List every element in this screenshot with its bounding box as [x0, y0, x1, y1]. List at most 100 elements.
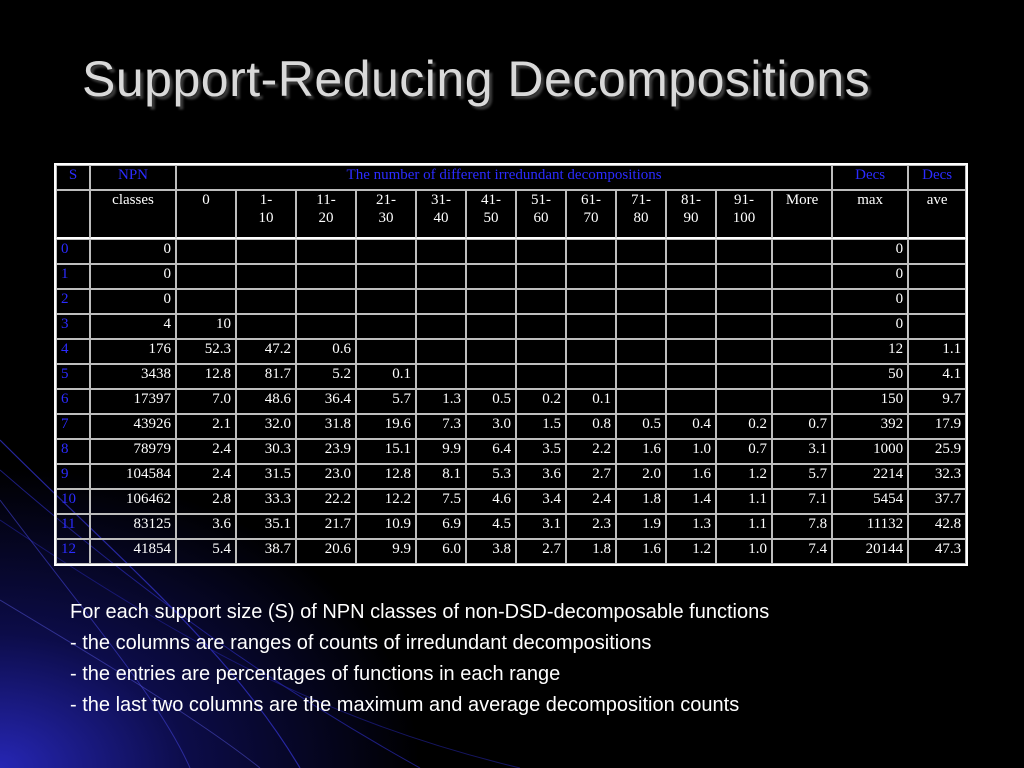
cell-npn-classes: 17397: [90, 389, 176, 414]
cell-range-percent: 1.6: [616, 539, 666, 564]
cell-range-percent: 1.9: [616, 514, 666, 539]
cell-range-percent: [416, 289, 466, 314]
table-row: 3 4 10 0: [56, 314, 967, 339]
header-range-1: 1- 10: [236, 190, 296, 239]
cell-range-percent: [666, 289, 716, 314]
cell-range-percent: 5.7: [772, 464, 833, 489]
cell-decs-ave: 42.8: [908, 514, 967, 539]
cell-range-percent: [772, 264, 833, 289]
explanation-notes: For each support size (S) of NPN classes…: [70, 597, 769, 721]
cell-range-percent: 12.8: [356, 464, 416, 489]
cell-range-percent: [772, 289, 833, 314]
header-ave: ave: [908, 190, 967, 239]
cell-range-percent: 3.0: [466, 414, 516, 439]
cell-range-percent: 38.7: [236, 539, 296, 564]
header-decs-ave: Decs: [908, 165, 967, 190]
cell-range-percent: [566, 314, 616, 339]
cell-support-size: 12: [56, 539, 90, 564]
cell-range-percent: 2.7: [566, 464, 616, 489]
cell-range-percent: [516, 264, 566, 289]
cell-range-percent: 0.2: [716, 414, 772, 439]
cell-range-percent: 1.5: [516, 414, 566, 439]
header-range-2: 11- 20: [296, 190, 356, 239]
cell-range-percent: [666, 264, 716, 289]
header-range-10: 91- 100: [716, 190, 772, 239]
cell-range-percent: [772, 314, 833, 339]
cell-range-percent: [356, 264, 416, 289]
cell-range-percent: 7.1: [772, 489, 833, 514]
cell-range-percent: [416, 364, 466, 389]
cell-range-percent: 9.9: [356, 539, 416, 564]
cell-range-percent: [176, 264, 236, 289]
cell-decs-ave: 4.1: [908, 364, 967, 389]
cell-range-percent: 19.6: [356, 414, 416, 439]
cell-range-percent: [516, 314, 566, 339]
cell-npn-classes: 3438: [90, 364, 176, 389]
cell-range-percent: [716, 364, 772, 389]
cell-range-percent: 20.6: [296, 539, 356, 564]
cell-range-percent: 7.3: [416, 414, 466, 439]
cell-range-percent: [666, 389, 716, 414]
cell-range-percent: 12.2: [356, 489, 416, 514]
cell-range-percent: 0.1: [356, 364, 416, 389]
cell-npn-classes: 0: [90, 289, 176, 314]
cell-range-percent: 6.4: [466, 439, 516, 464]
cell-support-size: 5: [56, 364, 90, 389]
cell-range-percent: 0.2: [516, 389, 566, 414]
cell-range-percent: [716, 289, 772, 314]
cell-support-size: 11: [56, 514, 90, 539]
decompositions-table: S NPN The number of different irredundan…: [54, 163, 969, 566]
cell-decs-max: 0: [832, 239, 909, 264]
cell-decs-max: 11132: [832, 514, 909, 539]
table-row: 6 17397 7.0 48.6 36.4 5.7 1.3 0.5 0.2 0.1 150 9.7: [56, 389, 967, 414]
cell-range-percent: [566, 264, 616, 289]
table-row: 10 106462 2.8 33.3 22.2 12.2 7.5 4.6 3.4 2.4 1.8 1.…: [56, 489, 967, 514]
cell-npn-classes: 4: [90, 314, 176, 339]
cell-npn-classes: 41854: [90, 539, 176, 564]
cell-range-percent: 15.1: [356, 439, 416, 464]
cell-range-percent: [466, 239, 516, 264]
cell-range-percent: 2.3: [566, 514, 616, 539]
cell-support-size: 0: [56, 239, 90, 264]
cell-npn-classes: 78979: [90, 439, 176, 464]
cell-range-percent: [616, 264, 666, 289]
cell-npn-classes: 0: [90, 264, 176, 289]
cell-range-percent: 0.8: [566, 414, 616, 439]
cell-range-percent: 9.9: [416, 439, 466, 464]
cell-decs-max: 392: [832, 414, 909, 439]
note-line: For each support size (S) of NPN classes…: [70, 601, 770, 623]
cell-range-percent: [296, 239, 356, 264]
cell-range-percent: [566, 239, 616, 264]
cell-range-percent: [716, 339, 772, 364]
cell-support-size: 9: [56, 464, 90, 489]
cell-range-percent: [772, 339, 833, 364]
cell-range-percent: [356, 339, 416, 364]
cell-range-percent: 7.0: [176, 389, 236, 414]
cell-range-percent: 6.0: [416, 539, 466, 564]
note-line: - the last two columns are the maximum a…: [70, 694, 740, 716]
header-s-blank: [56, 190, 90, 239]
cell-support-size: 7: [56, 414, 90, 439]
cell-range-percent: 2.4: [176, 464, 236, 489]
cell-range-percent: [616, 364, 666, 389]
cell-range-percent: 2.0: [616, 464, 666, 489]
cell-npn-classes: 43926: [90, 414, 176, 439]
cell-range-percent: 10: [176, 314, 236, 339]
cell-npn-classes: 0: [90, 239, 176, 264]
cell-decs-ave: 32.3: [908, 464, 967, 489]
cell-decs-ave: 1.1: [908, 339, 967, 364]
cell-range-percent: 0.5: [616, 414, 666, 439]
header-range-5: 41- 50: [466, 190, 516, 239]
cell-range-percent: [416, 314, 466, 339]
cell-decs-max: 5454: [832, 489, 909, 514]
cell-range-percent: 2.2: [566, 439, 616, 464]
cell-range-percent: [566, 289, 616, 314]
cell-range-percent: 1.1: [716, 489, 772, 514]
cell-range-percent: 1.8: [616, 489, 666, 514]
cell-range-percent: [176, 239, 236, 264]
cell-range-percent: [296, 314, 356, 339]
cell-range-percent: 0.5: [466, 389, 516, 414]
header-range-3: 21- 30: [356, 190, 416, 239]
